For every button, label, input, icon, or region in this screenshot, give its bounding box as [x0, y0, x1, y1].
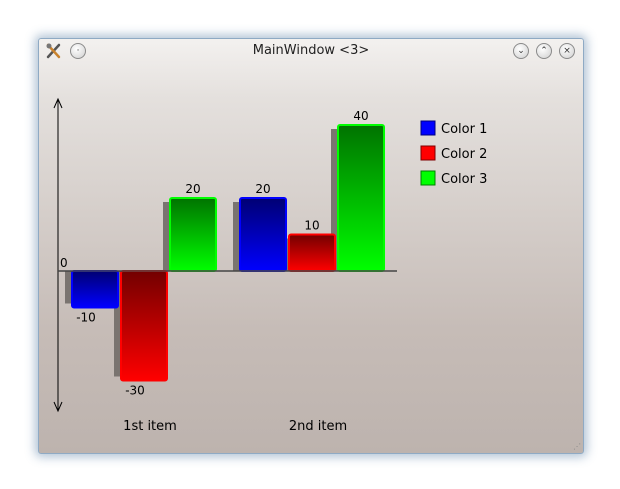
data-label: 20	[185, 182, 200, 196]
y-axis-arrow-bottom	[53, 401, 63, 413]
y-axis-arrow-top	[53, 97, 63, 109]
maximize-button[interactable]: ⌃	[536, 43, 552, 59]
category-label: 1st item	[123, 419, 177, 434]
bar-color-2-0	[120, 270, 168, 382]
close-button[interactable]: ×	[559, 43, 575, 59]
window-title: MainWindow <3>	[252, 43, 370, 58]
title-bar[interactable]: · MainWindow <3> ⌄ ⌃ ×	[39, 39, 583, 63]
bar-chart: 0 -10 -30 20 1st item 20 10 40 2nd item Color 1 C…	[53, 97, 487, 434]
legend-swatch	[420, 145, 436, 161]
data-label: 20	[255, 182, 270, 196]
data-label: -30	[125, 384, 145, 398]
legend-swatch	[420, 120, 436, 136]
category-label: 2nd item	[289, 419, 347, 434]
legend-swatch	[420, 170, 436, 186]
legend-label: Color 2	[441, 147, 487, 162]
bar-color-1-1	[239, 197, 287, 272]
bar-color-2-1	[288, 233, 336, 272]
data-label: 40	[353, 109, 368, 123]
bar-color-3-1	[337, 124, 385, 272]
data-label: -10	[76, 311, 96, 325]
bar-color-3-0	[169, 197, 217, 272]
tools-icon	[46, 43, 61, 59]
main-window: · MainWindow <3> ⌄ ⌃ × 0 -10 -30 20 1st item…	[38, 38, 584, 454]
zero-label: 0	[60, 256, 68, 270]
data-label: 10	[304, 219, 319, 233]
resize-grip[interactable]: ⋰	[573, 442, 581, 451]
legend-label: Color 1	[441, 122, 487, 137]
legend-label: Color 3	[441, 172, 487, 187]
window-menu-button[interactable]: ·	[70, 43, 86, 59]
bar-color-1-0	[71, 270, 119, 309]
minimize-button[interactable]: ⌄	[513, 43, 529, 59]
